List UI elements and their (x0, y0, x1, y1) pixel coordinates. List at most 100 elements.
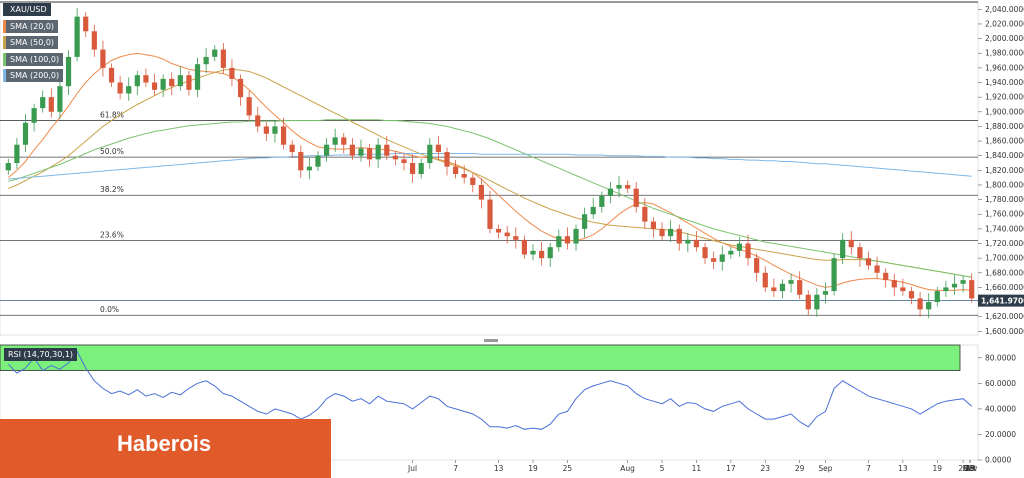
candle-body (625, 184, 631, 189)
candle-body (659, 228, 665, 237)
candle-body (762, 272, 768, 288)
candle-body (650, 221, 657, 229)
price-ytick-label: 1,800.0000 (985, 180, 1024, 189)
candle-body (719, 254, 725, 262)
candle-body (40, 97, 46, 109)
candle-body (160, 78, 166, 90)
candle-body (392, 155, 398, 160)
candle-body (969, 280, 975, 299)
candle-body (83, 16, 89, 32)
candle-body (108, 67, 115, 83)
price-ytick-label: 1,620.0000 (985, 312, 1024, 321)
price-pane (0, 1, 979, 336)
candle-body (633, 188, 639, 207)
candle-body (186, 75, 192, 90)
candle-body (865, 258, 872, 266)
candle-body (65, 56, 72, 87)
candle-body (951, 283, 958, 288)
candle-body (547, 247, 553, 259)
candle-body (306, 166, 312, 171)
candle-body (754, 258, 760, 273)
candle-body (272, 126, 278, 134)
candle-body (478, 184, 484, 200)
rsi-ytick-label: 80.0000 (985, 353, 1016, 362)
candle-body (745, 243, 751, 259)
candle-body (926, 302, 932, 310)
candle-body (513, 236, 519, 240)
candle-body (177, 75, 183, 87)
xtick-label: Aug (620, 464, 635, 473)
candle-body (48, 97, 54, 112)
price-ytick-label: 1,960.0000 (985, 63, 1024, 72)
xtick-label: 13 (965, 464, 975, 473)
xtick-label: 7 (866, 464, 871, 473)
candle-body (409, 163, 416, 174)
candle-body (943, 287, 949, 292)
candle-body (57, 86, 63, 112)
xtick-label: 13 (898, 464, 908, 473)
price-ytick-label: 2,000.0000 (985, 34, 1024, 43)
candle-body (642, 206, 648, 222)
xtick-label: 19 (528, 464, 538, 473)
candle-body (521, 239, 528, 255)
price-ytick-label: 1,780.0000 (985, 195, 1024, 204)
price-ytick-label: 1,860.0000 (985, 137, 1024, 146)
sma-line-3 (8, 153, 972, 180)
candle-body (435, 144, 441, 153)
candle-body (143, 75, 149, 83)
legend-entry-0[interactable]: XAU/USD (3, 3, 51, 16)
legend-entry-1[interactable]: SMA (20,0) (3, 19, 59, 33)
candle-body (289, 144, 295, 153)
candle-body (366, 148, 373, 160)
candle-body (857, 247, 863, 259)
candle-body (530, 250, 536, 255)
candle-body (797, 280, 803, 295)
legend-entry-2[interactable]: SMA (50,0) (3, 36, 59, 49)
price-ytick-label: 1,740.0000 (985, 224, 1024, 233)
xtick-label: 5 (660, 464, 665, 473)
candle-body (220, 49, 226, 68)
rsi-ytick-label: 40.0000 (985, 404, 1016, 413)
xtick-label: 25 (563, 464, 573, 473)
candle-body (169, 78, 175, 87)
legend-entry-3[interactable]: SMA (100,0) (3, 52, 64, 66)
candle-body (74, 16, 80, 57)
fib-label: 61.8% (100, 111, 124, 120)
price-ytick-label: 1,980.0000 (985, 49, 1024, 58)
candle-body (427, 144, 433, 164)
candle-body (693, 239, 700, 248)
rsi-indicator-label: RSI (14,70,30,1) (4, 348, 78, 361)
candle-body (934, 291, 940, 303)
candle-body (702, 247, 708, 259)
fib-label: 0.0% (100, 305, 119, 314)
candle-body (470, 177, 476, 185)
candle-body (246, 97, 252, 116)
xtick-label: Nov (963, 464, 978, 473)
fib-label: 38.2% (100, 185, 124, 194)
candle-body (255, 115, 261, 127)
candle-body (771, 287, 777, 292)
candle-body (444, 152, 450, 167)
price-ytick-label: 1,760.0000 (985, 210, 1024, 219)
candle-body (814, 294, 820, 310)
price-ytick-label: 1,880.0000 (985, 122, 1024, 131)
candle-body (31, 108, 37, 123)
candle-body (616, 184, 622, 189)
candle-body (917, 298, 923, 310)
xtick-label: 7 (453, 464, 458, 473)
candle-body (831, 258, 837, 292)
rsi-ytick-label: 20.0000 (985, 430, 1016, 439)
candle-body (22, 122, 29, 145)
candle-body (874, 265, 880, 273)
candle-body (599, 195, 605, 207)
candle-body (840, 239, 846, 259)
candle-body (358, 148, 364, 156)
candle-body (237, 78, 244, 98)
xtick-label: 23 (958, 464, 968, 473)
candle-body (212, 49, 218, 57)
candle-body (607, 188, 614, 196)
candle-body (564, 236, 571, 244)
legend-entry-4[interactable]: SMA (200,0) (3, 69, 64, 82)
xtick-label: Sep (818, 464, 832, 473)
